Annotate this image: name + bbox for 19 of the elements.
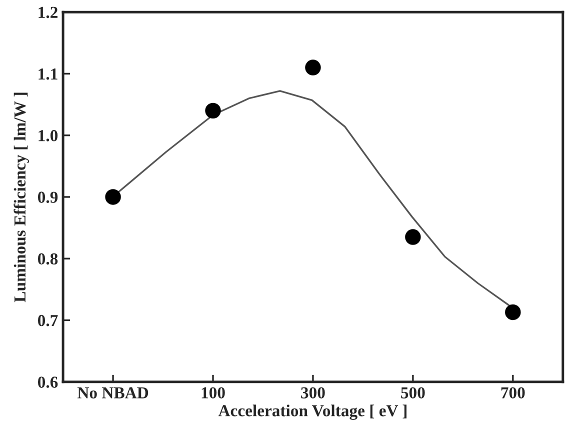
x-axis-title: Acceleration Voltage [ eV ] — [218, 404, 406, 420]
point — [305, 60, 321, 76]
y-tick-label: 0.6 — [38, 376, 58, 388]
x-tick-label: 700 — [501, 387, 525, 398]
x-tick-label: 500 — [401, 387, 425, 398]
y-tick-label: 1.0 — [38, 130, 58, 142]
x-tick-label: No NBAD — [77, 387, 148, 398]
y-tick-label: 0.9 — [38, 192, 58, 203]
y-tick-label: 0.8 — [38, 253, 58, 265]
point — [205, 102, 221, 119]
point — [405, 229, 421, 245]
point — [105, 189, 121, 205]
point — [505, 304, 521, 320]
x-tick-label: 100 — [202, 387, 225, 398]
y-tick-label: 0.7 — [38, 314, 58, 326]
x-tick-label: 300 — [301, 387, 325, 398]
y-axis-title: Luminous Efficiency [ lm/W ] — [14, 92, 30, 302]
y-tick-label: 1.1 — [38, 68, 58, 80]
y-tick-label: 1.2 — [38, 6, 58, 18]
